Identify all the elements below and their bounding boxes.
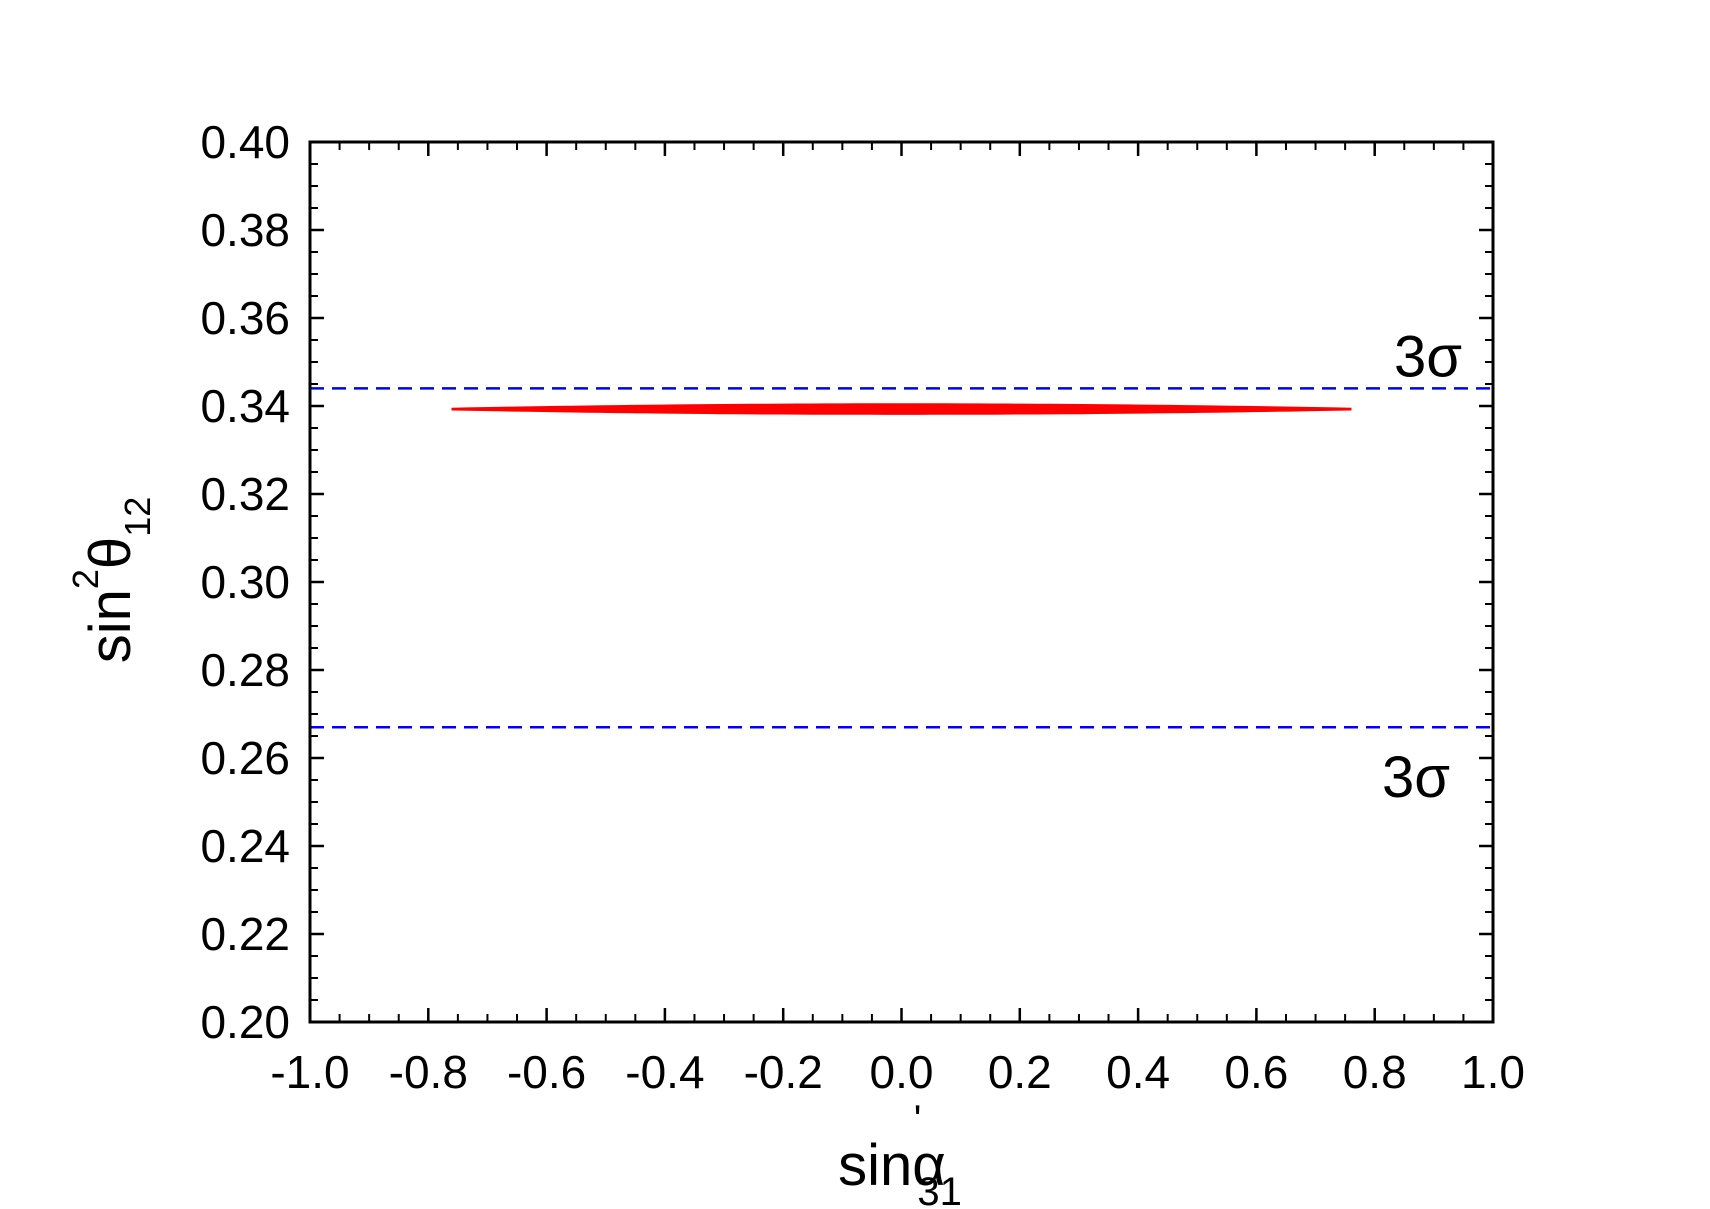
y-tick-label: 0.26 <box>200 732 290 784</box>
y-axis-title-base: sin <box>78 589 143 663</box>
y-tick-label: 0.22 <box>200 908 290 960</box>
plot-frame <box>308 140 1495 1024</box>
x-tick-label: 0.6 <box>1224 1046 1288 1098</box>
y-axis-title-symbol: θ <box>78 537 143 569</box>
axis-ticks <box>308 140 1495 1024</box>
y-tick-label: 0.28 <box>200 644 290 696</box>
reference-line-label: 3σ <box>1394 324 1462 389</box>
scatter-region <box>451 403 1352 415</box>
x-axis-title-sub: 31 <box>917 1170 962 1209</box>
reference-lines <box>310 387 1493 729</box>
annotations: 3σ 3σ <box>1382 324 1462 810</box>
y-axis-title-sup: 2 <box>65 569 106 589</box>
y-tick-label: 0.24 <box>200 820 290 872</box>
y-tick-label: 0.36 <box>200 292 290 344</box>
x-tick-label: -1.0 <box>270 1046 349 1098</box>
x-tick-label: 0.2 <box>988 1046 1052 1098</box>
tick-labels: -1.0 -0.8 -0.6 -0.4 -0.2 0.0 0.2 0.4 0.6 0.8 1.0 0.… <box>200 116 1525 1098</box>
y-axis-title-sub: 12 <box>117 497 158 537</box>
x-tick-label: -0.6 <box>507 1046 586 1098</box>
x-axis-title-prime: ' <box>914 1098 922 1142</box>
y-tick-label: 0.32 <box>200 468 290 520</box>
reference-line-label: 3σ <box>1382 745 1450 810</box>
y-tick-label: 0.40 <box>200 116 290 168</box>
x-axis-title: sinα' 31 <box>838 1098 962 1209</box>
y-tick-label: 0.34 <box>200 380 290 432</box>
y-tick-label: 0.20 <box>200 996 290 1048</box>
x-tick-label: 0.0 <box>870 1046 934 1098</box>
x-tick-label: 1.0 <box>1461 1046 1525 1098</box>
x-tick-label: -0.2 <box>744 1046 823 1098</box>
x-axis-title-base: sinα <box>838 1133 946 1198</box>
y-axis-title: sin2θ12 <box>65 497 158 664</box>
y-tick-label: 0.30 <box>200 556 290 608</box>
x-tick-label: -0.4 <box>625 1046 704 1098</box>
x-tick-label: 0.4 <box>1106 1046 1170 1098</box>
y-tick-label: 0.38 <box>200 204 290 256</box>
x-tick-label: 0.8 <box>1343 1046 1407 1098</box>
scatter-band <box>451 403 1352 415</box>
x-tick-label: -0.8 <box>389 1046 468 1098</box>
